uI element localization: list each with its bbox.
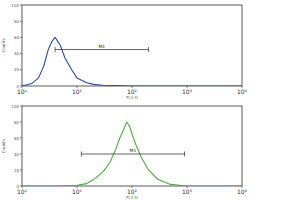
data-group bbox=[22, 122, 242, 186]
gate-end bbox=[184, 152, 185, 157]
y-tick-label: 80 bbox=[14, 120, 20, 125]
y-tick bbox=[20, 53, 22, 54]
x-tick-label: 10⁰ bbox=[17, 188, 28, 195]
x-tick-label: 10⁰ bbox=[17, 88, 28, 95]
y-tick bbox=[20, 106, 22, 107]
x-axis-label: FL1-H bbox=[126, 95, 138, 100]
y-tick bbox=[20, 86, 22, 87]
y-tick-label: 60 bbox=[14, 136, 20, 141]
y-tick bbox=[20, 5, 22, 6]
y-axis-label: Counts bbox=[1, 139, 6, 153]
x-tick-label: 10⁴ bbox=[237, 188, 248, 195]
y-tick bbox=[20, 186, 22, 187]
y-tick bbox=[20, 154, 22, 155]
y-tick-label: 0 bbox=[16, 84, 19, 89]
y-axis-label: Counts bbox=[1, 39, 6, 53]
x-axis-label: FL1-H bbox=[126, 195, 138, 200]
x-tick-label: 10² bbox=[127, 188, 138, 195]
data-group bbox=[22, 37, 242, 86]
gate-end bbox=[81, 152, 82, 157]
gate-label: M1 bbox=[98, 44, 105, 49]
y-tick bbox=[20, 37, 22, 38]
histogram-line bbox=[22, 37, 242, 86]
gate-label: M1 bbox=[130, 148, 137, 153]
x-tick-label: 10² bbox=[127, 88, 138, 95]
y-tick bbox=[20, 138, 22, 139]
y-tick-label: 40 bbox=[14, 51, 20, 56]
figure: 10⁰ 10¹ 10² 10³ 10⁴ 0 20 40 60 80 100 FL1-H Counts M1… bbox=[0, 0, 300, 200]
y-tick-label: 100 bbox=[11, 104, 19, 109]
x-tick-label: 10³ bbox=[182, 188, 193, 195]
y-tick-label: 100 bbox=[11, 3, 19, 8]
plot-frame bbox=[22, 106, 242, 186]
y-tick bbox=[20, 21, 22, 22]
panel: 10⁰ 10¹ 10² 10³ 10⁴ 0 20 40 60 80 100 FL1-H Counts M1 bbox=[1, 3, 248, 101]
y-tick bbox=[20, 122, 22, 123]
y-tick-label: 20 bbox=[14, 168, 20, 173]
gate-end bbox=[148, 47, 149, 52]
panel: 10⁰ 10¹ 10² 10³ 10⁴ 0 20 40 60 80 100 FL1-H Counts M1 bbox=[1, 104, 248, 200]
gate-end bbox=[55, 47, 56, 52]
y-tick bbox=[20, 69, 22, 70]
x-tick-label: 10⁴ bbox=[237, 88, 248, 95]
y-tick-label: 0 bbox=[16, 184, 19, 189]
gate-line bbox=[81, 154, 184, 155]
y-tick-label: 60 bbox=[14, 35, 20, 40]
x-tick-label: 10¹ bbox=[72, 188, 83, 195]
histogram-line bbox=[22, 122, 242, 186]
gate-line bbox=[55, 49, 148, 50]
y-tick-label: 40 bbox=[14, 152, 20, 157]
y-tick bbox=[20, 170, 22, 171]
y-tick-label: 80 bbox=[14, 19, 20, 24]
y-tick-label: 20 bbox=[14, 67, 20, 72]
x-tick-label: 10³ bbox=[182, 88, 193, 95]
plot-frame bbox=[22, 5, 242, 86]
x-tick-label: 10¹ bbox=[72, 88, 83, 95]
